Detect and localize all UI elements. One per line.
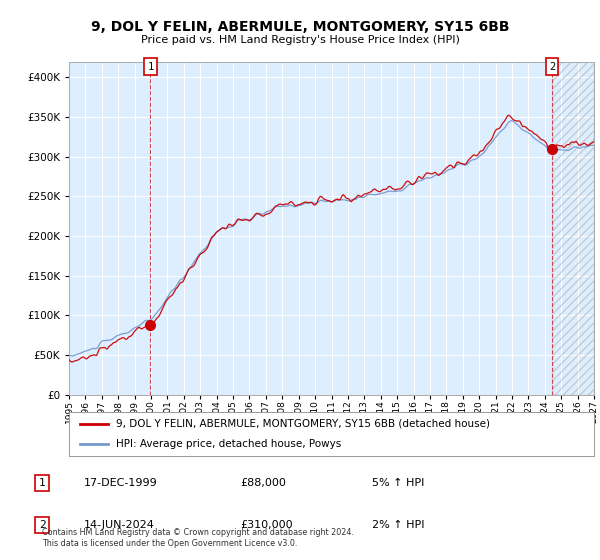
Text: 5% ↑ HPI: 5% ↑ HPI bbox=[372, 478, 424, 488]
Text: £88,000: £88,000 bbox=[240, 478, 286, 488]
Text: Contains HM Land Registry data © Crown copyright and database right 2024.
This d: Contains HM Land Registry data © Crown c… bbox=[42, 528, 354, 548]
Text: 9, DOL Y FELIN, ABERMULE, MONTGOMERY, SY15 6BB: 9, DOL Y FELIN, ABERMULE, MONTGOMERY, SY… bbox=[91, 20, 509, 34]
Text: 2: 2 bbox=[549, 62, 555, 72]
Text: HPI: Average price, detached house, Powys: HPI: Average price, detached house, Powy… bbox=[116, 439, 341, 449]
Bar bbox=[553, 62, 594, 395]
Bar bbox=[553, 62, 594, 395]
Text: 2% ↑ HPI: 2% ↑ HPI bbox=[372, 520, 425, 530]
Text: Price paid vs. HM Land Registry's House Price Index (HPI): Price paid vs. HM Land Registry's House … bbox=[140, 35, 460, 45]
Text: 17-DEC-1999: 17-DEC-1999 bbox=[84, 478, 158, 488]
Text: 1: 1 bbox=[147, 62, 154, 72]
Text: 1: 1 bbox=[38, 478, 46, 488]
Text: 9, DOL Y FELIN, ABERMULE, MONTGOMERY, SY15 6BB (detached house): 9, DOL Y FELIN, ABERMULE, MONTGOMERY, SY… bbox=[116, 419, 490, 429]
Text: 14-JUN-2024: 14-JUN-2024 bbox=[84, 520, 155, 530]
Text: £310,000: £310,000 bbox=[240, 520, 293, 530]
Text: 2: 2 bbox=[38, 520, 46, 530]
